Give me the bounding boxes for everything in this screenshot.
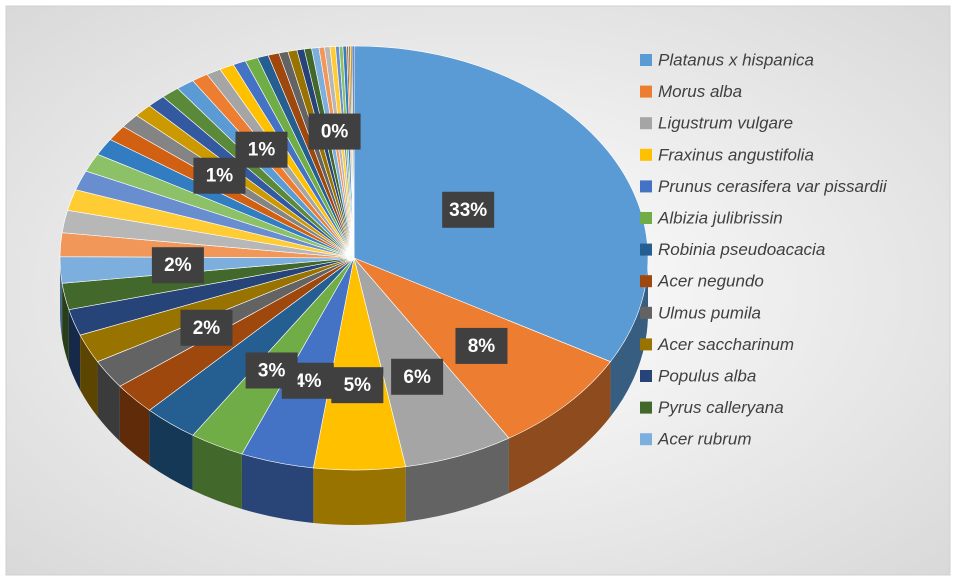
data-label-box <box>180 309 233 346</box>
legend-swatch <box>640 148 652 161</box>
data-label: 0% <box>321 122 349 143</box>
legend-swatch <box>640 180 652 193</box>
slice <box>353 45 649 363</box>
legend-label: Ligustrum vulgare <box>658 114 793 133</box>
legend-label: Pyrus calleryana <box>658 398 784 417</box>
legend-swatch <box>640 306 652 319</box>
data-label: 1% <box>206 166 234 187</box>
legend-label: Albizia julibrissin <box>657 208 783 227</box>
legend-label: Morus alba <box>658 82 742 101</box>
legend-swatch <box>640 54 652 66</box>
legend-label: Ulmus pumila <box>658 303 761 322</box>
legend-label: Platanus x hispanica <box>658 50 814 69</box>
data-label-box <box>235 131 288 168</box>
data-label: 6% <box>403 367 431 388</box>
data-label: 1% <box>248 140 276 161</box>
slice-side <box>149 410 193 491</box>
data-label-box <box>442 191 495 228</box>
legend-swatch <box>640 243 652 256</box>
legend-swatch <box>640 85 652 98</box>
data-label: 3% <box>258 361 286 382</box>
slice-side <box>97 361 120 442</box>
legend-swatch <box>640 275 652 288</box>
legend-swatch <box>640 212 652 224</box>
slice-side <box>119 386 150 466</box>
data-label-box <box>308 113 361 150</box>
slice-side <box>80 335 98 417</box>
legend-label: Populus alba <box>658 366 756 385</box>
data-label-box <box>455 327 508 364</box>
legend-swatch <box>640 370 652 382</box>
slice-side <box>62 283 69 365</box>
slice <box>351 45 355 259</box>
slice-side <box>313 466 406 525</box>
legend-label: Acer saccharinum <box>657 335 794 354</box>
data-label: 2% <box>164 255 192 276</box>
slice-side <box>241 453 314 523</box>
slice-side <box>405 438 509 522</box>
data-label-box <box>391 358 444 395</box>
slice-side <box>60 258 63 339</box>
data-label: 33% <box>449 200 487 221</box>
slice-side <box>508 361 611 494</box>
legend-swatch <box>640 433 652 446</box>
legend-swatch <box>640 117 652 130</box>
legend-label: Acer rubrum <box>657 430 752 449</box>
legend-swatch <box>640 401 652 414</box>
legend-label: Prunus cerasifera var pissardii <box>658 177 888 196</box>
legend-label: Fraxinus angustifolia <box>658 145 814 164</box>
data-label: 8% <box>468 336 496 357</box>
data-label-box <box>151 247 204 284</box>
legend-label: Robinia pseudoacacia <box>658 240 825 259</box>
data-label: 4% <box>294 371 322 392</box>
slice-side <box>610 258 648 417</box>
data-label-box <box>331 367 384 404</box>
legend-label: Acer negundo <box>657 272 764 291</box>
slice-side <box>192 435 242 509</box>
data-label: 2% <box>193 318 221 339</box>
legend-swatch <box>640 338 652 351</box>
data-label: 5% <box>344 375 372 396</box>
data-label-box <box>245 352 298 389</box>
